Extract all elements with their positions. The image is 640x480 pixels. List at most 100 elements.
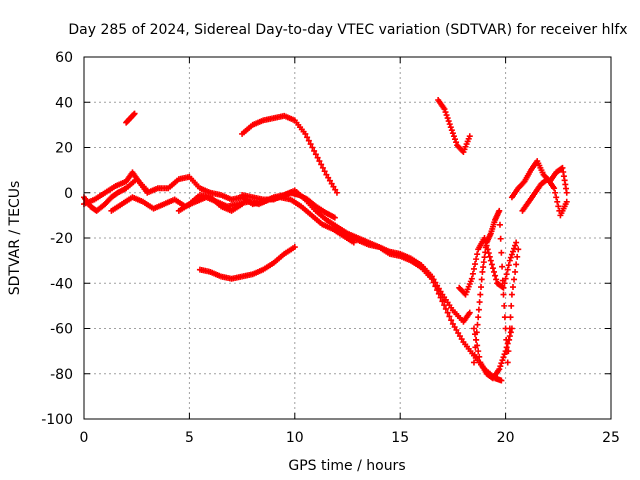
data-point xyxy=(446,313,453,320)
data-point xyxy=(470,359,477,366)
data-point xyxy=(501,302,508,309)
data-point xyxy=(514,253,521,260)
data-point xyxy=(470,325,477,332)
data-point xyxy=(486,253,493,260)
data-point xyxy=(520,179,527,186)
series-layer xyxy=(81,96,570,384)
data-point xyxy=(470,265,477,272)
data-point xyxy=(503,344,510,351)
data-point xyxy=(144,187,151,194)
data-point xyxy=(501,314,508,321)
data-point xyxy=(475,306,482,313)
data-point xyxy=(508,302,515,309)
y-tick-label: -40 xyxy=(50,276,73,292)
data-point xyxy=(498,249,505,256)
series-track-15 xyxy=(519,176,570,219)
data-point xyxy=(476,353,483,360)
data-point xyxy=(498,377,505,384)
data-point xyxy=(489,265,496,272)
x-tick-label: 10 xyxy=(286,430,304,446)
data-point xyxy=(508,325,515,332)
y-tick-label: 60 xyxy=(55,50,73,66)
data-point xyxy=(330,183,337,190)
data-point xyxy=(333,189,340,196)
data-point xyxy=(452,136,459,143)
data-point xyxy=(474,251,481,258)
data-point xyxy=(131,110,138,117)
y-tick-label: -100 xyxy=(41,412,73,428)
data-point xyxy=(496,366,503,373)
data-point xyxy=(508,291,515,298)
data-point xyxy=(504,266,511,273)
data-point xyxy=(466,133,473,140)
y-tick-label: -80 xyxy=(50,367,73,383)
data-point xyxy=(442,109,449,116)
data-point xyxy=(505,336,512,343)
data-point xyxy=(504,340,511,347)
x-tick-label: 20 xyxy=(497,430,515,446)
data-point xyxy=(430,279,437,286)
series-track-10 xyxy=(435,96,473,156)
data-point xyxy=(512,242,519,249)
data-point xyxy=(502,348,509,355)
data-point xyxy=(505,262,512,269)
data-point xyxy=(435,290,442,297)
data-point xyxy=(441,302,448,309)
series-track-14 xyxy=(508,158,570,201)
data-point xyxy=(321,168,328,175)
data-point xyxy=(478,284,485,291)
data-point xyxy=(331,214,338,221)
y-tick-label: -60 xyxy=(50,322,73,338)
data-point xyxy=(319,164,326,171)
data-point xyxy=(497,235,504,242)
data-point xyxy=(445,118,452,125)
data-point xyxy=(444,115,451,122)
data-point xyxy=(444,309,451,316)
data-point xyxy=(437,294,444,301)
data-point xyxy=(553,194,560,201)
chart-title: Day 285 of 2024, Sidereal Day-to-day VTE… xyxy=(68,22,627,38)
data-point xyxy=(475,314,482,321)
data-point xyxy=(504,359,511,366)
y-tick-label: 20 xyxy=(55,141,73,157)
data-point xyxy=(515,246,522,253)
data-point xyxy=(507,254,514,261)
data-point xyxy=(478,276,485,283)
series-track-4 xyxy=(175,192,246,214)
data-point xyxy=(466,309,473,316)
x-axis-label: GPS time / hours xyxy=(288,458,405,474)
data-point xyxy=(469,270,476,277)
x-tick-label: 5 xyxy=(185,430,194,446)
data-point xyxy=(500,354,507,361)
data-point xyxy=(432,283,439,290)
data-point xyxy=(492,272,499,279)
data-point xyxy=(477,291,484,298)
data-point xyxy=(434,287,441,294)
data-point xyxy=(506,333,513,340)
data-point xyxy=(316,158,323,165)
data-point xyxy=(473,336,480,343)
data-point xyxy=(476,299,483,306)
data-point xyxy=(500,291,507,298)
data-point xyxy=(311,147,318,154)
series-track-9 xyxy=(196,244,298,282)
data-point xyxy=(325,174,332,181)
series-track-2 xyxy=(81,176,151,214)
series-track-8 xyxy=(239,112,340,196)
data-point xyxy=(326,177,333,184)
data-point xyxy=(506,257,513,264)
data-point xyxy=(487,257,494,264)
data-point xyxy=(554,198,561,205)
series-track-13 xyxy=(470,325,515,382)
data-point xyxy=(474,342,481,349)
data-point xyxy=(503,271,510,278)
y-tick-label: 0 xyxy=(64,186,73,202)
data-point xyxy=(451,323,458,330)
data-point xyxy=(449,320,456,327)
data-point xyxy=(305,137,312,144)
data-point xyxy=(555,203,562,210)
x-tick-label: 0 xyxy=(80,430,89,446)
data-point xyxy=(551,185,558,192)
data-point xyxy=(447,124,454,131)
